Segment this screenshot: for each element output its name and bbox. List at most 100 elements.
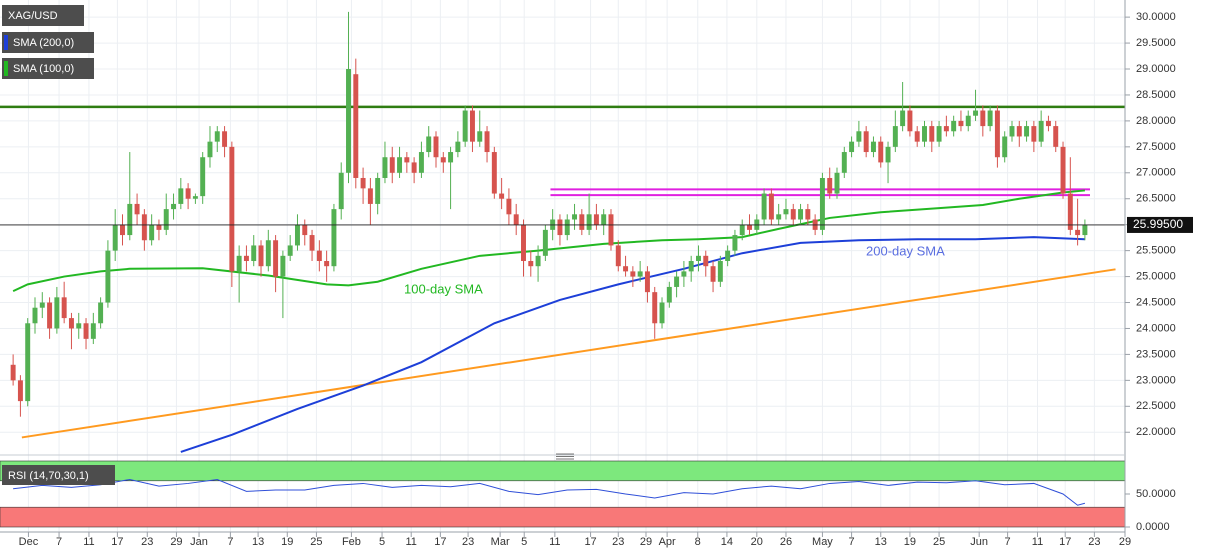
candle-body	[426, 136, 432, 153]
candle-body	[32, 307, 38, 324]
candle-body	[367, 188, 373, 204]
legend-swatch	[4, 61, 8, 76]
candle-body	[819, 177, 825, 230]
candle-body	[149, 224, 155, 241]
candle-body	[236, 255, 242, 272]
price-tag-label: 25.99500	[1133, 217, 1183, 231]
candle-body	[652, 292, 658, 324]
candle-body	[601, 214, 607, 225]
x-tick-label: 13	[252, 536, 264, 548]
legend-box	[2, 58, 94, 79]
candle-body	[768, 193, 774, 220]
y-tick-label: 27.5000	[1136, 141, 1176, 153]
candle-body	[1053, 126, 1059, 147]
x-tick-label: 13	[875, 536, 887, 548]
candle-body	[324, 261, 330, 267]
candle-body	[790, 209, 796, 220]
x-tick-label: 23	[612, 536, 624, 548]
x-tick-label: Jan	[190, 536, 208, 548]
x-tick-label: 26	[780, 536, 792, 548]
x-tick-label: 23	[462, 536, 474, 548]
candle-body	[302, 224, 308, 236]
candle-body	[76, 323, 82, 329]
x-tick-label: 5	[379, 536, 385, 548]
x-tick-label: 19	[281, 536, 293, 548]
candle-body	[200, 157, 206, 197]
candle-body	[732, 235, 738, 251]
x-tick-label: Dec	[19, 536, 39, 548]
candle-body	[25, 323, 31, 402]
candle-body	[98, 302, 104, 324]
candle-body	[433, 136, 439, 158]
rsi-title: RSI (14,70,30,1)	[8, 470, 89, 482]
panel-handle[interactable]	[556, 453, 574, 460]
candle-body	[863, 131, 869, 153]
candle-body	[674, 276, 680, 287]
legend-box	[2, 465, 115, 485]
candle-body	[448, 152, 454, 163]
candle-body	[309, 235, 315, 251]
candle-body	[907, 110, 913, 132]
candle-body	[557, 219, 563, 236]
candle-body	[1082, 224, 1088, 236]
candle-body	[287, 245, 293, 256]
candle-body	[994, 110, 1000, 158]
candle-body	[491, 152, 497, 194]
candle-body	[1045, 120, 1051, 127]
candle-body	[214, 131, 220, 142]
candle-body	[623, 266, 629, 272]
candle-body	[644, 271, 650, 293]
candle-body	[856, 131, 862, 142]
x-tick-label: Feb	[342, 536, 361, 548]
x-tick-label: 11	[549, 536, 560, 548]
candle-body	[703, 255, 709, 267]
candle-body	[717, 261, 723, 282]
x-tick-label: Jun	[970, 536, 988, 548]
candle-body	[120, 224, 125, 236]
legend-label: SMA (200,0)	[13, 37, 74, 49]
y-tick-label: 50.0000	[1136, 488, 1176, 500]
candle-body	[265, 240, 271, 267]
legend-box	[2, 5, 84, 26]
candle-body	[535, 255, 541, 267]
x-tick-label: 23	[141, 536, 153, 548]
candle-body	[47, 302, 53, 329]
candle-body	[83, 323, 89, 339]
candle-body	[987, 110, 993, 127]
candle-body	[900, 110, 906, 127]
x-tick-label: 8	[695, 536, 701, 548]
candle-body	[389, 157, 395, 173]
candle-body	[973, 110, 979, 116]
candle-body	[608, 214, 614, 246]
candle-body	[397, 157, 403, 173]
candle-body	[637, 271, 643, 277]
candle-body	[892, 126, 898, 147]
candle-body	[375, 177, 381, 204]
candle-body	[542, 229, 548, 256]
y-tick-label: 23.0000	[1136, 374, 1176, 386]
y-tick-label: 26.5000	[1136, 193, 1176, 205]
sma-line	[180, 236, 1085, 453]
candle-body	[469, 110, 475, 142]
candle-body	[710, 266, 716, 282]
candle-body	[688, 261, 694, 272]
candle-body	[141, 214, 147, 241]
candle-body	[695, 255, 701, 262]
candle-body	[914, 131, 920, 142]
candle-body	[528, 261, 534, 267]
candle-body	[513, 214, 519, 225]
x-tick-label: 14	[721, 536, 733, 548]
x-tick-label: 19	[904, 536, 916, 548]
candle-body	[936, 126, 942, 142]
candle-body	[39, 302, 45, 308]
y-tick-label: 0.0000	[1136, 521, 1170, 533]
candle-body	[586, 214, 592, 230]
y-tick-label: 28.5000	[1136, 89, 1176, 101]
y-tick-label: 29.5000	[1136, 37, 1176, 49]
candle-body	[61, 297, 67, 319]
candle-body	[776, 214, 782, 220]
price-tag	[1127, 216, 1193, 233]
candle-body	[980, 110, 986, 127]
candle-body	[440, 157, 446, 163]
candle-body	[280, 255, 286, 277]
